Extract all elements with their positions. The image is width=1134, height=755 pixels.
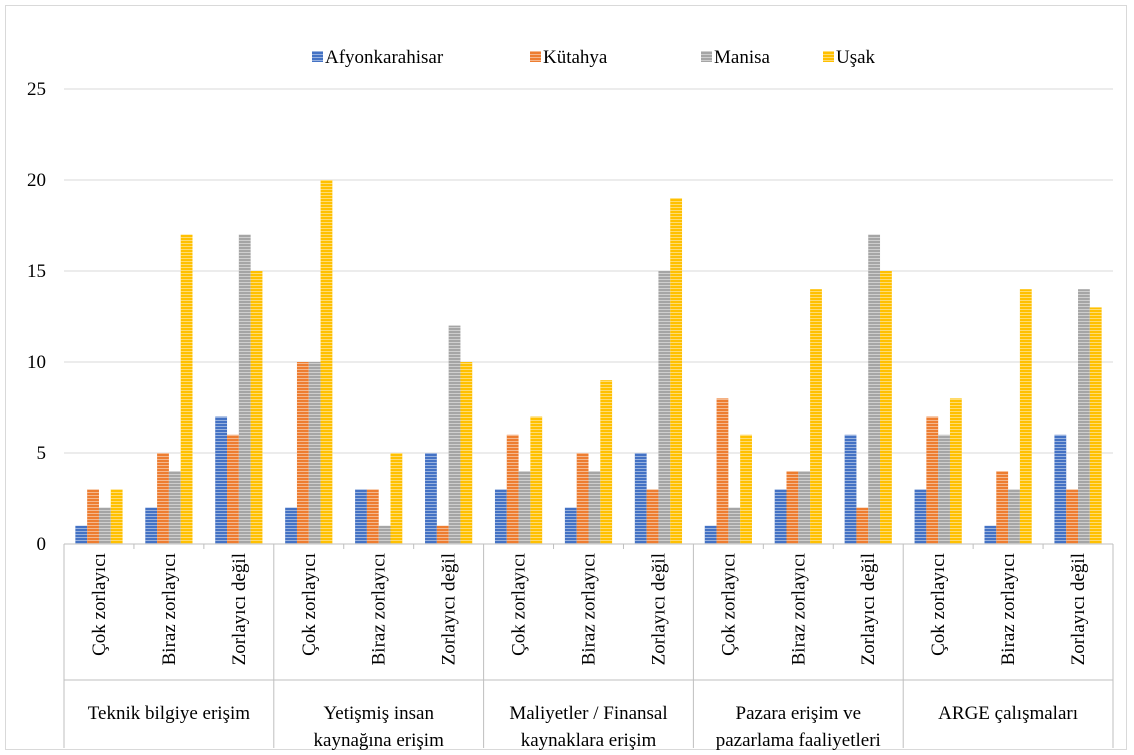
bar-texture (914, 489, 927, 544)
bar-texture (716, 398, 729, 544)
bar-texture (1008, 489, 1020, 544)
x-subcategory-label: Biraz zorlayıcı (159, 553, 180, 665)
bar-texture (670, 198, 683, 544)
bar-texture (320, 180, 333, 544)
bar-texture (436, 525, 449, 544)
bar-texture (390, 453, 403, 544)
bars (75, 180, 1102, 544)
bar-texture (285, 507, 297, 544)
bar-texture (145, 507, 158, 544)
bar-texture (168, 471, 181, 544)
x-axis: Çok zorlayıcı Biraz zorlayıcı Zorlayıcı de… (63, 543, 1114, 751)
bar-texture (530, 416, 543, 544)
legend: Afyonkarahisar Kütahya Manisa Uşak (312, 47, 876, 68)
bar-texture (250, 271, 263, 544)
legend-label: Manisa (714, 47, 771, 68)
x-subcategory-label: Çok zorlayıcı (89, 553, 110, 656)
bar-texture (87, 489, 99, 544)
bar-texture (774, 489, 787, 544)
bar-texture (227, 434, 239, 544)
x-subcategory-label: Çok zorlayıcı (299, 553, 320, 656)
x-subcategory-label: Biraz zorlayıcı (788, 553, 809, 665)
bar-texture (810, 289, 822, 544)
bar-texture (880, 271, 892, 544)
bar-texture (728, 507, 741, 544)
legend-swatch-texture (530, 51, 541, 62)
y-tick-label: 15 (27, 261, 46, 282)
x-group-label: Teknik bilgiye erişim (88, 703, 250, 724)
bar-texture (296, 362, 309, 544)
x-subcategory-label: Biraz zorlayıcı (998, 553, 1019, 665)
x-subcategory-label: Zorlayıcı değil (858, 553, 879, 665)
x-subcategory-label: Biraz zorlayıcı (579, 553, 600, 665)
x-group-label: Pazara erişim ve pazarlama faaliyetleri (716, 703, 881, 751)
bar-texture (308, 362, 321, 544)
bar-texture (938, 434, 950, 544)
bar-texture (600, 380, 613, 544)
y-tick-label: 10 (27, 352, 46, 373)
bar-texture (984, 525, 997, 544)
bar-texture (786, 471, 799, 544)
bar-texture (926, 416, 939, 544)
x-group-label: ARGE çalışmaları (938, 703, 1078, 724)
x-subcategory-label: Zorlayıcı değil (229, 553, 250, 665)
bar-texture (448, 325, 461, 544)
bar-texture (215, 416, 228, 544)
y-tick-label: 25 (27, 79, 46, 100)
bar-texture (856, 507, 869, 544)
bar-texture (740, 434, 752, 544)
legend-label: Kütahya (543, 47, 608, 68)
bar-texture (157, 453, 169, 544)
bar-texture (425, 453, 437, 544)
bar-texture (355, 489, 367, 544)
bar-texture (646, 489, 659, 544)
x-group-label: Maliyetler / Finansal kaynaklara erişim (509, 703, 667, 751)
legend-swatch-texture (701, 51, 712, 62)
bar-texture (634, 453, 647, 544)
bar-texture (658, 271, 671, 544)
y-tick-label: 0 (37, 534, 47, 555)
bar-texture (110, 489, 123, 544)
bar-texture (238, 234, 251, 544)
bar-texture (1066, 489, 1079, 544)
bar-texture (98, 507, 111, 544)
bar-texture (1019, 289, 1032, 544)
bar-texture (494, 489, 507, 544)
x-subcategory-label: Biraz zorlayıcı (369, 553, 390, 665)
bar-texture (996, 471, 1009, 544)
y-tick-label: 20 (27, 170, 46, 191)
bar-texture (844, 434, 857, 544)
x-subcategory-label: Zorlayıcı değil (439, 553, 460, 665)
bar-texture (1089, 307, 1102, 544)
bar-texture (506, 434, 519, 544)
y-tick-label: 5 (37, 443, 47, 464)
legend-label: Uşak (836, 47, 876, 68)
legend-swatch-texture (312, 51, 323, 62)
bar-texture (460, 362, 473, 544)
bar-texture (366, 489, 379, 544)
x-subcategory-label: Zorlayıcı değil (1068, 553, 1089, 665)
bar-texture (868, 234, 881, 544)
bar-texture (798, 471, 811, 544)
bar-texture (949, 398, 962, 544)
legend-swatch-texture (823, 51, 834, 62)
bar-texture (576, 453, 589, 544)
bar-texture (1054, 434, 1067, 544)
y-axis: 0 5 10 15 20 25 (27, 79, 46, 555)
x-subcategory-label: Çok zorlayıcı (928, 553, 949, 656)
bar-texture (75, 525, 88, 544)
x-subcategory-label: Zorlayıcı değil (648, 553, 669, 665)
x-group-label: Yetişmiş insan kaynağına erişim (314, 703, 445, 751)
legend-label: Afyonkarahisar (325, 47, 444, 68)
bar-texture (1078, 289, 1090, 544)
bar-texture (378, 525, 391, 544)
x-subcategory-label: Çok zorlayıcı (509, 553, 530, 656)
bar-texture (564, 507, 577, 544)
x-subcategory-label: Çok zorlayıcı (718, 553, 739, 656)
bar-texture (704, 525, 717, 544)
bar-texture (518, 471, 531, 544)
bar-texture (588, 471, 601, 544)
bar-texture (180, 234, 193, 544)
